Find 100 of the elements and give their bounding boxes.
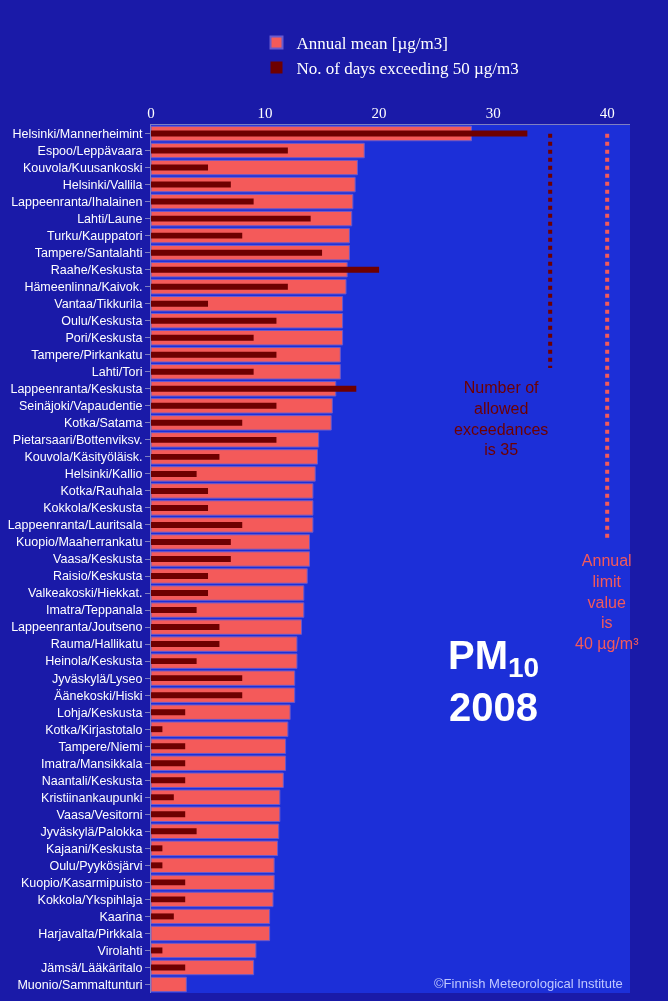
bar xyxy=(151,419,243,426)
bar xyxy=(151,760,186,767)
y-tick-label: Imatra/Mansikkala xyxy=(41,756,143,771)
y-tick-label: Helsinki/Kallio xyxy=(64,467,143,482)
y-tick-label: Äänekoski/Hiski xyxy=(54,688,143,703)
y-tick-label: Imatra/Teppanala xyxy=(45,603,143,618)
x-tick-label: 10 xyxy=(257,105,273,121)
bar xyxy=(151,743,186,750)
y-tick-label: Jyväskylä/Lyseo xyxy=(51,671,143,686)
bar xyxy=(151,487,209,494)
bar xyxy=(151,504,209,511)
annotation: ©Finnish Meteorological Institute xyxy=(434,976,623,991)
bar xyxy=(151,794,174,801)
y-tick-label: Raisio/Keskusta xyxy=(52,569,143,584)
y-tick-label: Valkeakoski/Hiekkat. xyxy=(28,586,143,601)
bar xyxy=(151,777,186,784)
y-tick-label: Kouvola/Kuusankoski xyxy=(22,160,143,175)
bar xyxy=(151,908,271,925)
bar xyxy=(151,828,197,835)
bar xyxy=(151,942,257,959)
y-tick-label: Lappeenranta/Ihalainen xyxy=(11,194,143,209)
bar xyxy=(151,658,197,665)
y-tick-label: Raahe/Keskusta xyxy=(50,263,143,278)
ref-line-label: Annual limit value is 40 µg/m³ xyxy=(575,552,640,653)
y-tick-label: Lappeenranta/Joutseno xyxy=(11,620,143,635)
bar xyxy=(151,385,357,392)
legend-label: No. of days exceeding 50 µg/m3 xyxy=(296,59,519,79)
y-tick-label: Seinäjoki/Vapaudentie xyxy=(19,399,143,414)
bar xyxy=(151,368,254,375)
bar xyxy=(151,607,197,614)
bar xyxy=(151,402,277,409)
bar xyxy=(151,947,163,954)
bar xyxy=(151,147,288,154)
bar xyxy=(151,283,288,290)
y-tick-label: Jyväskylä/Palokka xyxy=(40,824,143,839)
bar xyxy=(151,266,380,273)
bar xyxy=(151,198,254,205)
bar xyxy=(151,215,311,222)
bar xyxy=(151,453,220,460)
bar xyxy=(151,845,163,852)
y-tick-label: Pori/Keskusta xyxy=(65,331,143,346)
y-tick-label: Virolahti xyxy=(97,943,143,958)
bar xyxy=(151,556,231,562)
y-tick-label: Heinola/Keskusta xyxy=(45,654,143,669)
bar xyxy=(151,317,277,324)
y-tick-label: Vaasa/Vesitorni xyxy=(56,807,143,822)
y-tick-label: Vantaa/Tikkurila xyxy=(54,297,143,312)
y-tick-label: Muonio/Sammaltunturi xyxy=(17,977,143,992)
y-tick-label: Tampere/Santalahti xyxy=(34,246,143,261)
y-tick-label: Turku/Kauppatori xyxy=(47,229,143,244)
bar xyxy=(151,521,243,528)
bar xyxy=(151,709,186,716)
y-tick-label: Kaarina xyxy=(99,909,143,924)
y-tick-label: Kuopio/Kasarmipuisto xyxy=(20,875,143,890)
y-tick-label: Oulu/Pyykösjärvi xyxy=(49,858,143,873)
bar xyxy=(151,624,220,631)
y-tick-label: Hämeenlinna/Kaivok. xyxy=(24,280,143,295)
y-tick-label: Naantali/Keskusta xyxy=(41,773,143,788)
bar xyxy=(151,300,209,307)
legend-label: Annual mean [µg/m3] xyxy=(296,34,448,54)
bar xyxy=(151,862,163,869)
bar xyxy=(151,925,271,942)
bar xyxy=(151,964,186,971)
bar xyxy=(151,334,254,341)
bar xyxy=(151,896,186,903)
y-tick-label: Kokkola/Ykspihlaja xyxy=(37,892,143,907)
y-tick-label: Pietarsaari/Bottenviksv. xyxy=(12,433,143,448)
bar xyxy=(151,164,209,171)
y-tick-label: Jämsä/Lääkäritalo xyxy=(41,960,143,975)
bar xyxy=(151,573,209,579)
bar xyxy=(151,976,187,993)
y-tick-label: Kuopio/Maaherrankatu xyxy=(16,535,143,550)
x-tick-label: 40 xyxy=(599,105,615,121)
y-tick-label: Lappeenranta/Keskusta xyxy=(10,382,143,397)
y-tick-label: Lahti/Laune xyxy=(77,211,143,226)
y-tick-label: Kotka/Kirjastotalo xyxy=(45,722,143,737)
bar xyxy=(151,641,220,648)
bar xyxy=(151,351,277,358)
y-tick-label: Kajaani/Keskusta xyxy=(45,841,143,856)
y-tick-label: Kokkola/Keskusta xyxy=(43,501,143,516)
bar xyxy=(151,590,209,597)
bar xyxy=(151,181,231,188)
y-tick-label: Lappeenranta/Lauritsala xyxy=(7,518,143,533)
x-tick-label: 30 xyxy=(485,105,501,121)
bar xyxy=(151,539,231,545)
bar xyxy=(151,726,163,733)
y-tick-label: Kouvola/Käsityöläisk. xyxy=(24,450,143,465)
annotation: PM$_{10}$ 2008 xyxy=(448,633,540,729)
y-tick-label: Tampere/Pirkankatu xyxy=(31,348,143,363)
bar xyxy=(151,470,197,477)
y-tick-label: Kotka/Rauhala xyxy=(60,484,143,499)
x-tick-label: 20 xyxy=(371,105,387,121)
y-tick-label: Rauma/Hallikatu xyxy=(50,637,143,652)
y-tick-label: Kotka/Satama xyxy=(63,416,143,431)
x-tick-label: 0 xyxy=(147,105,155,121)
y-tick-label: Helsinki/Mannerheimint xyxy=(12,126,144,141)
y-tick-label: Vaasa/Keskusta xyxy=(53,552,143,567)
y-tick-label: Lahti/Tori xyxy=(91,365,143,380)
bar xyxy=(151,692,243,699)
bar xyxy=(151,913,174,920)
